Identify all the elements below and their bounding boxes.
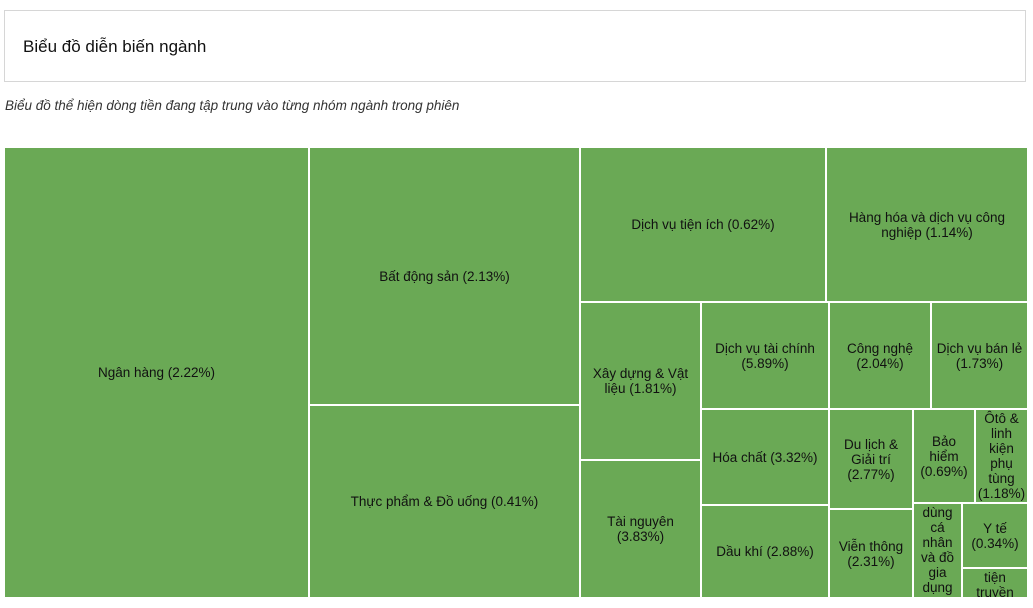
chart-subtitle: Biểu đồ thể hiện dòng tiền đang tập trun… xyxy=(5,98,460,113)
treemap-tile[interactable]: Tài nguyên (3.83%) xyxy=(580,460,701,598)
treemap-tile[interactable]: Ngân hàng (2.22%) xyxy=(4,147,309,598)
treemap-tile[interactable]: Công nghệ (2.04%) xyxy=(829,302,931,409)
treemap-tile-label: Y tế (0.34%) xyxy=(971,520,1019,551)
treemap-tile-label: Hàng hóa và dịch vụ công nghiệp (1.14%) xyxy=(848,209,1006,240)
treemap-tile[interactable]: Dầu khí (2.88%) xyxy=(701,505,829,598)
treemap-tile-label: Ôtô & linh kiện phụ tùng (1.18%) xyxy=(977,411,1026,501)
treemap-tile-label: Xây dựng & Vật liệu (1.81%) xyxy=(592,366,689,396)
treemap-tile[interactable]: Y tế (0.34%) xyxy=(962,503,1028,568)
treemap-tile-label: Viễn thông (2.31%) xyxy=(838,538,904,569)
treemap-tile[interactable]: Hàng hóa và dịch vụ công nghiệp (1.14%) xyxy=(826,147,1028,302)
treemap-tile-label: Dịch vụ tiện ích (0.62%) xyxy=(631,217,775,232)
treemap-tile-label: Công nghệ (2.04%) xyxy=(846,340,914,371)
treemap-tile[interactable]: Thực phẩm & Đồ uống (0.41%) xyxy=(309,405,580,598)
treemap-tile[interactable]: Bất động sản (2.13%) xyxy=(309,147,580,405)
treemap-tile-label: dùng cá nhân và đồ gia dụng xyxy=(920,505,955,595)
chart-header: Biểu đồ diễn biến ngành xyxy=(4,10,1026,82)
treemap-tile-label: Ngân hàng (2.22%) xyxy=(97,365,216,380)
treemap-tile[interactable]: Viễn thông (2.31%) xyxy=(829,509,913,598)
treemap-tile-label: Tài nguyên (3.83%) xyxy=(607,514,674,544)
treemap-tile-label: Dịch vụ bán lẻ (1.73%) xyxy=(936,340,1023,371)
treemap-tile-label: Dầu khí (2.88%) xyxy=(716,544,814,559)
treemap-tile[interactable]: Dịch vụ bán lẻ (1.73%) xyxy=(931,302,1028,409)
treemap-tile-label: Bất động sản (2.13%) xyxy=(379,268,510,284)
treemap-tile-label: tiện truyền thông xyxy=(976,570,1014,598)
treemap-tile[interactable]: Dịch vụ tiện ích (0.62%) xyxy=(580,147,826,302)
treemap-tile-label: Thực phẩm & Đồ uống (0.41%) xyxy=(350,494,539,509)
treemap-tile[interactable]: Bảo hiểm (0.69%) xyxy=(913,409,975,503)
treemap-tile[interactable]: tiện truyền thông xyxy=(962,568,1028,598)
treemap-tile[interactable]: Xây dựng & Vật liệu (1.81%) xyxy=(580,302,701,460)
sector-treemap: Ngân hàng (2.22%) Bất động sản (2.13%) Thự… xyxy=(4,147,1028,598)
treemap-tile[interactable]: Dịch vụ tài chính (5.89%) xyxy=(701,302,829,409)
treemap-tile[interactable]: Hóa chất (3.32%) xyxy=(701,409,829,505)
treemap-tile-label: Hóa chất (3.32%) xyxy=(712,449,818,465)
treemap-tile[interactable]: Ôtô & linh kiện phụ tùng (1.18%) xyxy=(975,409,1028,503)
treemap-tile-label: Bảo hiểm (0.69%) xyxy=(920,433,968,479)
treemap-tile-label: Dịch vụ tài chính (5.89%) xyxy=(715,340,815,371)
treemap-tile-label: Du lịch & Giải trí (2.77%) xyxy=(843,436,899,482)
chart-title: Biểu đồ diễn biến ngành xyxy=(23,37,207,56)
treemap-tile[interactable]: Du lịch & Giải trí (2.77%) xyxy=(829,409,913,509)
treemap-tile[interactable]: dùng cá nhân và đồ gia dụng xyxy=(913,503,962,598)
